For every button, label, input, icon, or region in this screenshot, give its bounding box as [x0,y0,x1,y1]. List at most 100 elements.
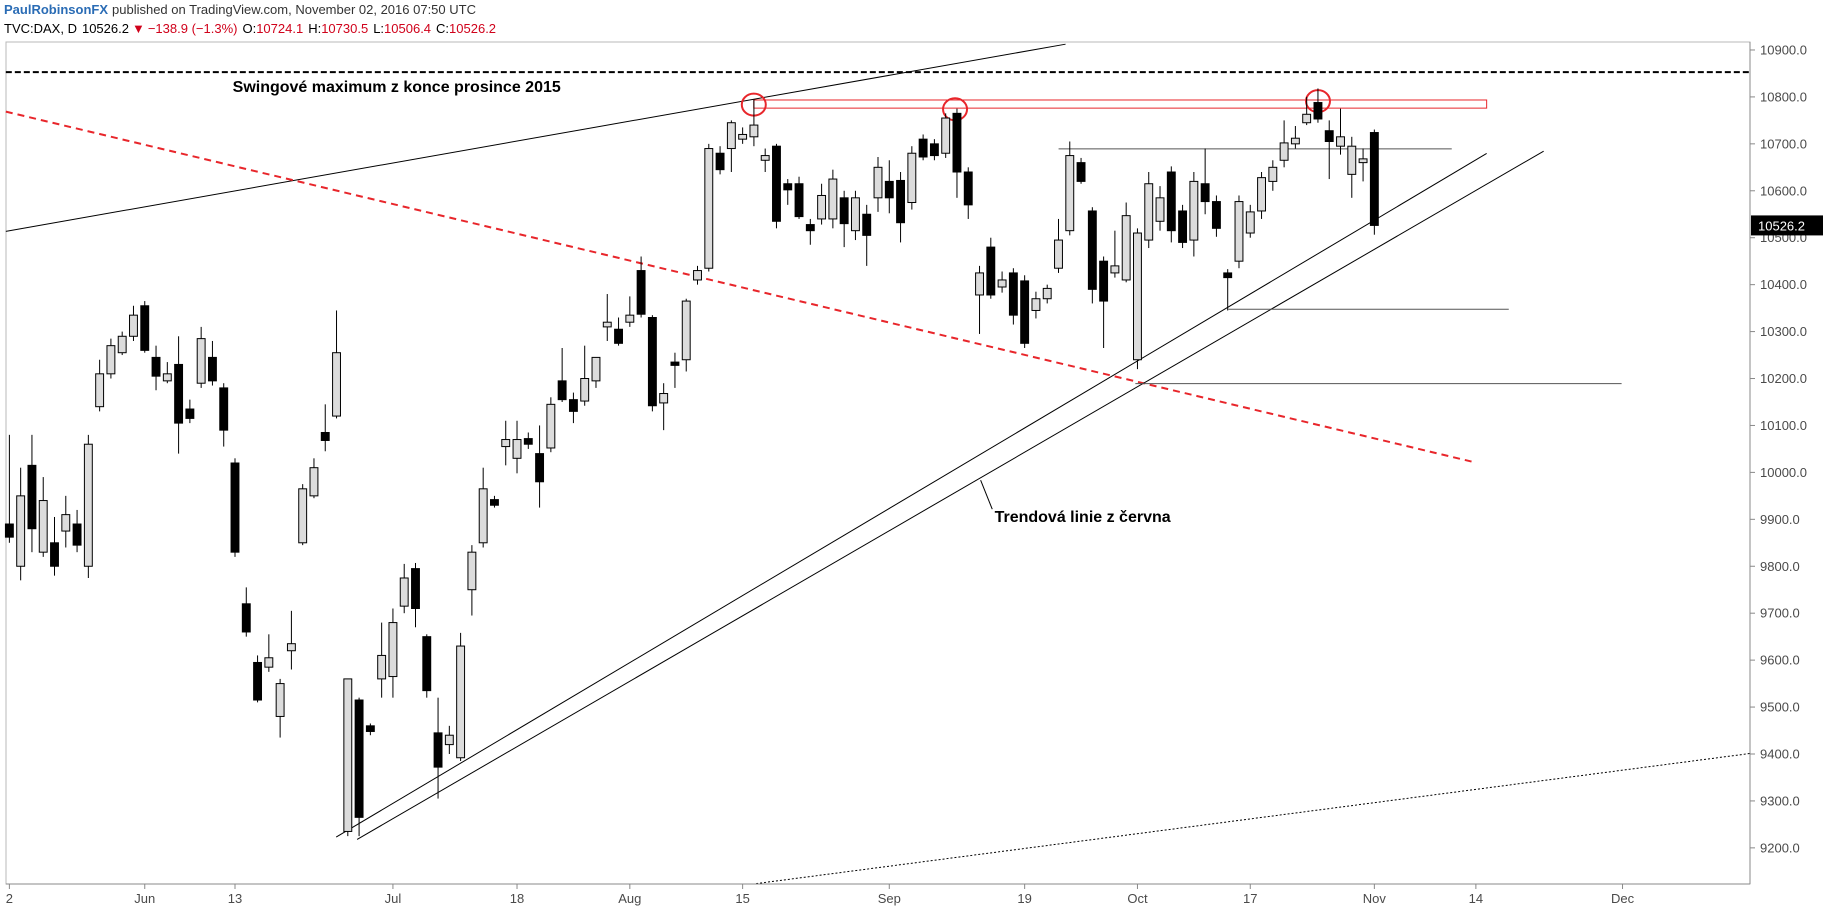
candle-body [129,314,138,337]
candle-body [873,166,883,199]
y-tick-label: 10000.0 [1760,465,1807,480]
candle-body [253,661,263,701]
candle-body [38,500,48,553]
candle-body [117,335,127,354]
candle-body [1031,298,1041,311]
candle-body [738,133,748,140]
y-tick-label: 9400.0 [1760,746,1800,761]
candle-body [1279,142,1289,161]
candle-body [1166,171,1176,232]
ohlc-value: 10506.4 [384,21,431,36]
candle-body [1020,280,1030,344]
candle-body [1200,183,1210,203]
candle-body [975,272,984,296]
resistance-line [5,43,1066,232]
y-tick-label: 9800.0 [1760,559,1800,574]
candle-body [1008,272,1018,316]
x-tick-label: Nov [1363,891,1387,906]
candle-body [1211,201,1221,229]
candle-body [986,246,996,296]
candle-body [185,408,195,419]
candle-body [828,178,838,220]
candle-body [918,138,928,158]
ohlc-label: H: [308,21,321,36]
published: published on TradingView.com, November 0… [112,2,476,17]
candle-body [1336,136,1345,147]
candle-body [941,117,951,154]
candle-body [862,213,872,236]
publisher: PaulRobinsonFX [4,2,108,17]
ohlc-value: 10724.1 [256,21,303,36]
candle-body [636,270,646,315]
candle-body [1065,155,1075,232]
trend-line [356,150,1544,840]
candle-body [320,431,330,441]
candle-body [106,345,116,375]
candle-body [174,363,184,424]
y-tick-label: 9200.0 [1760,840,1800,855]
candle-body [1245,211,1255,234]
candle-body [1358,158,1368,164]
candle-body [411,568,420,609]
candle-body [1054,239,1063,269]
candle-body [929,143,939,157]
candle-body [1257,177,1266,212]
candle-body [580,378,590,402]
candle-body [83,443,93,567]
candle-body [512,439,522,459]
y-tick-label: 10100.0 [1760,418,1807,433]
candle-body [670,361,680,366]
candle-body [354,699,364,818]
candle-body [1144,183,1154,241]
candle-body [275,683,285,717]
last-price: 10526.2 [82,21,129,36]
y-tick-label: 10800.0 [1760,89,1807,104]
candle-body [95,373,105,408]
candle-body [794,183,804,218]
x-tick-label: Oct [1127,891,1148,906]
candle-body [207,356,217,382]
candle-body [1234,201,1244,262]
y-tick-label: 10700.0 [1760,136,1807,151]
candle-body [1189,180,1199,241]
candles [4,88,1379,837]
candle-body [16,495,26,567]
candle-body [1076,162,1086,182]
candle-body [1223,272,1233,279]
ohlc-label: L: [373,21,384,36]
candle-body [377,654,387,680]
candle-body [501,439,511,448]
y-tick-label: 10200.0 [1760,371,1807,386]
candle-body [568,399,578,412]
ohlc-value: 10526.2 [449,21,496,36]
candle-body [298,488,308,544]
candle-body [1087,210,1097,290]
x-tick-label: Sep [878,891,901,906]
x-tick-label: 17 [1243,891,1257,906]
candle-body [625,314,635,323]
candle-body [1042,287,1052,300]
annotation: Trendová linie z června [995,509,1171,526]
candle-body [456,645,466,759]
candle-body [805,224,815,232]
y-tick-label: 10600.0 [1760,183,1807,198]
candle-body [444,734,454,746]
candle-body [399,577,409,607]
x-tick-label: Dec [1611,891,1635,906]
x-tick-label: 13 [228,891,242,906]
candle-body [72,523,82,546]
x-tick-label: 19 [1017,891,1031,906]
y-tick-label: 10400.0 [1760,277,1807,292]
candle-body [884,180,894,199]
y-tick-label: 9300.0 [1760,793,1800,808]
candle-body [1133,232,1142,361]
candle-body [557,380,567,401]
candle-body [478,488,488,544]
candle-body [196,338,206,384]
candle-body [1110,265,1120,274]
candle-body [546,403,556,449]
candle-body [772,145,781,222]
candle-body [726,122,736,150]
candle-body [219,387,229,431]
